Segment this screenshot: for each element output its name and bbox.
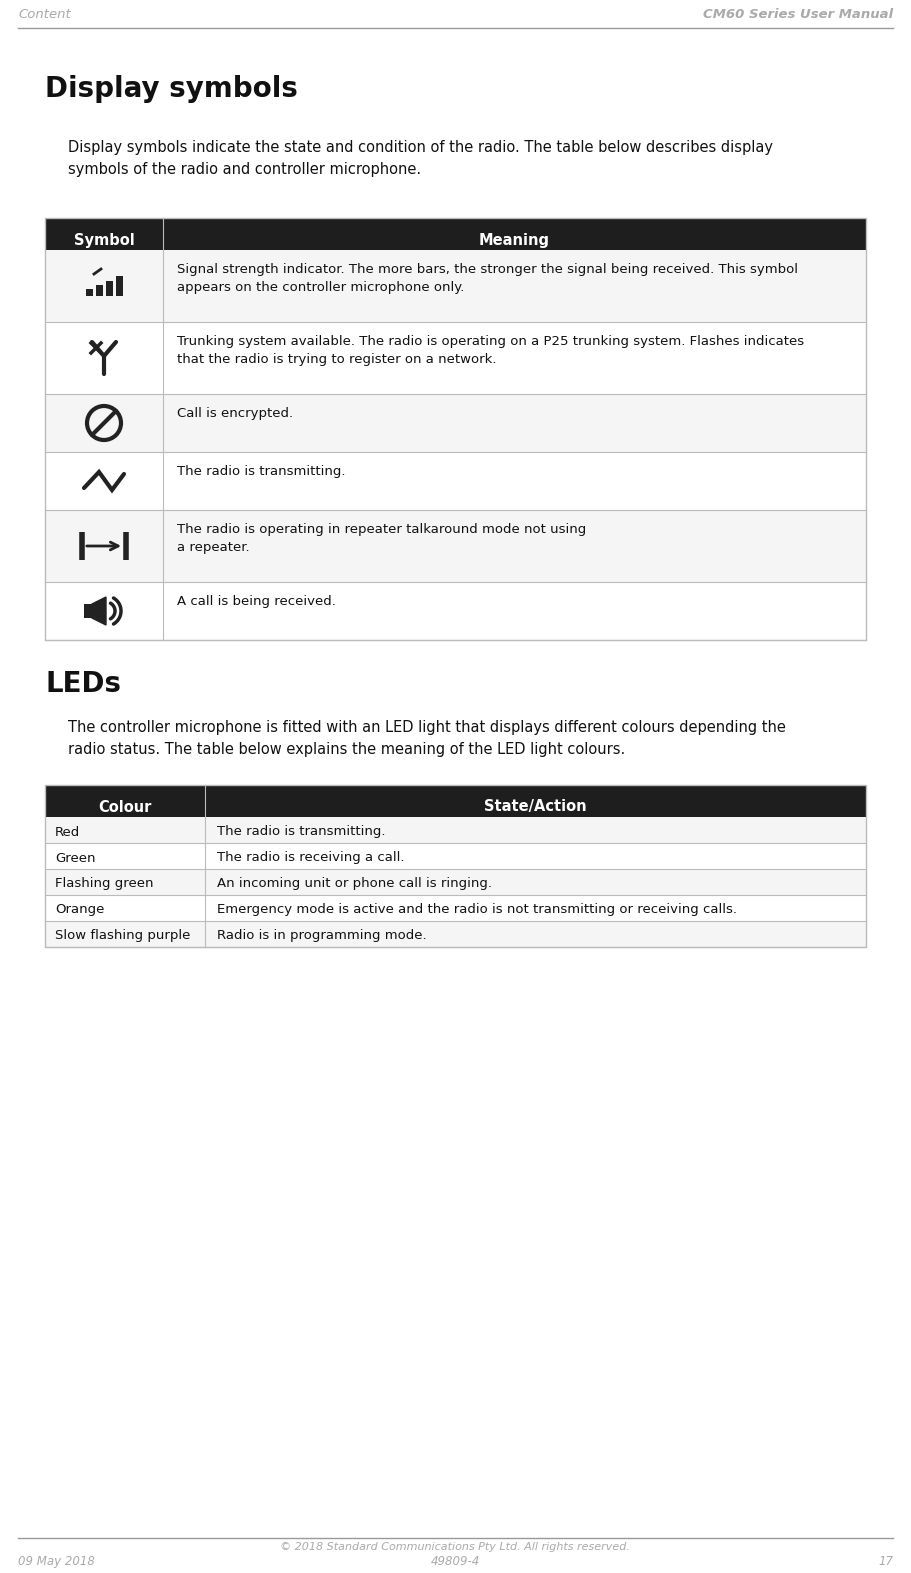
- Bar: [45, 219, 866, 640]
- Bar: [106, 282, 112, 296]
- Bar: [45, 785, 866, 947]
- Text: Radio is in programming mode.: Radio is in programming mode.: [217, 930, 426, 942]
- Text: Content: Content: [18, 8, 71, 20]
- Polygon shape: [92, 598, 106, 624]
- Text: State/Action: State/Action: [484, 799, 587, 815]
- Text: 49809-4: 49809-4: [430, 1556, 479, 1568]
- Bar: [45, 843, 866, 868]
- Text: Emergency mode is active and the radio is not transmitting or receiving calls.: Emergency mode is active and the radio i…: [217, 903, 737, 917]
- Bar: [45, 895, 866, 922]
- Bar: [45, 250, 866, 322]
- Text: Display symbols indicate the state and condition of the radio. The table below d: Display symbols indicate the state and c…: [68, 140, 773, 178]
- Bar: [45, 451, 866, 510]
- Text: Flashing green: Flashing green: [55, 878, 153, 890]
- Text: An incoming unit or phone call is ringing.: An incoming unit or phone call is ringin…: [217, 878, 492, 890]
- Bar: [45, 322, 866, 393]
- Bar: [45, 510, 866, 582]
- Text: CM60 Series User Manual: CM60 Series User Manual: [703, 8, 893, 20]
- Bar: [45, 582, 866, 640]
- Text: The controller microphone is fitted with an LED light that displays different co: The controller microphone is fitted with…: [68, 720, 786, 757]
- Text: The radio is operating in repeater talkaround mode not using
a repeater.: The radio is operating in repeater talka…: [177, 522, 587, 555]
- Text: The radio is transmitting.: The radio is transmitting.: [177, 466, 345, 478]
- Text: Slow flashing purple: Slow flashing purple: [55, 930, 190, 942]
- Text: Meaning: Meaning: [479, 233, 550, 247]
- Bar: [96, 285, 103, 296]
- Bar: [45, 393, 866, 451]
- Text: Orange: Orange: [55, 903, 105, 917]
- Bar: [45, 816, 866, 843]
- Text: Symbol: Symbol: [74, 233, 135, 247]
- Text: 17: 17: [878, 1556, 893, 1568]
- Bar: [116, 275, 122, 296]
- Text: The radio is receiving a call.: The radio is receiving a call.: [217, 851, 404, 865]
- Text: Trunking system available. The radio is operating on a P25 trunking system. Flas: Trunking system available. The radio is …: [177, 335, 804, 367]
- Bar: [84, 604, 92, 618]
- Text: Call is encrypted.: Call is encrypted.: [177, 407, 293, 420]
- Text: Red: Red: [55, 826, 80, 838]
- Text: A call is being received.: A call is being received.: [177, 595, 336, 609]
- Text: Display symbols: Display symbols: [45, 76, 298, 102]
- Text: The radio is transmitting.: The radio is transmitting.: [217, 826, 385, 838]
- Bar: [45, 219, 866, 250]
- Bar: [45, 868, 866, 895]
- Bar: [45, 922, 866, 947]
- Text: Green: Green: [55, 851, 96, 865]
- Text: 09 May 2018: 09 May 2018: [18, 1556, 95, 1568]
- Text: LEDs: LEDs: [45, 670, 121, 698]
- Text: Colour: Colour: [98, 799, 152, 815]
- Bar: [45, 785, 866, 816]
- Text: © 2018 Standard Communications Pty Ltd. All rights reserved.: © 2018 Standard Communications Pty Ltd. …: [280, 1542, 630, 1553]
- Text: Signal strength indicator. The more bars, the stronger the signal being received: Signal strength indicator. The more bars…: [177, 263, 798, 294]
- Bar: [86, 289, 93, 296]
